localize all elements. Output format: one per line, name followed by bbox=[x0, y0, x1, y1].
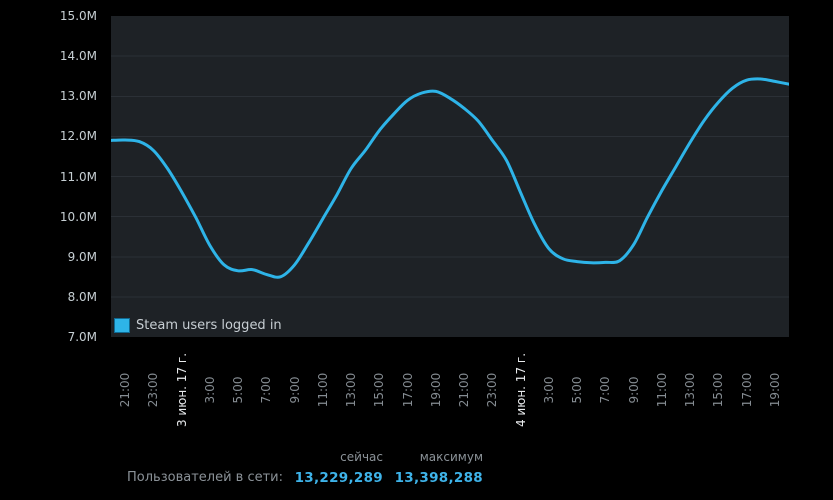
legend-color-swatch bbox=[114, 317, 130, 333]
stats-row-label: Пользователей в сети: bbox=[127, 470, 283, 485]
stats-value-max: 13,398,288 bbox=[394, 470, 483, 486]
x-tick-label: 5:00 bbox=[570, 376, 585, 404]
chart-legend: Steam users logged in bbox=[114, 316, 282, 334]
stats-header-now: сейчас bbox=[340, 450, 383, 464]
y-tick-label: 10.0M bbox=[59, 209, 97, 224]
x-tick-label: 3:00 bbox=[541, 376, 556, 404]
y-tick-label: 12.0M bbox=[59, 129, 97, 144]
legend-label: Steam users logged in bbox=[136, 317, 282, 333]
x-tick-label: 9:00 bbox=[626, 376, 641, 404]
stats-spacer bbox=[0, 451, 283, 464]
x-tick-label: 15:00 bbox=[372, 372, 387, 408]
x-tick-label: 5:00 bbox=[231, 376, 246, 404]
x-tick-label: 3:00 bbox=[202, 376, 217, 404]
chart-canvas bbox=[111, 55, 789, 298]
y-tick-label: 15.0M bbox=[59, 9, 97, 23]
x-tick-label: 11:00 bbox=[654, 372, 669, 408]
x-tick-label: 9:00 bbox=[287, 376, 302, 404]
x-tick-label-date: 3 июн. 17 г. bbox=[174, 352, 189, 428]
y-tick-label: 8.0M bbox=[67, 289, 97, 304]
stats-table: сейчас максимум Пользователей в сети: 13… bbox=[0, 450, 483, 487]
series-line-steam-users bbox=[111, 77, 789, 279]
x-tick-label: 17:00 bbox=[400, 372, 415, 408]
x-tick-label: 13:00 bbox=[683, 372, 698, 408]
y-tick-label: 13.0M bbox=[59, 89, 97, 104]
x-tick-label-date: 4 июн. 17 г. bbox=[513, 352, 528, 428]
x-tick-label: 7:00 bbox=[259, 376, 274, 404]
x-tick-label: 23:00 bbox=[146, 372, 161, 408]
chart-plot-area[interactable] bbox=[111, 16, 789, 337]
stats-value-now: 13,229,289 bbox=[294, 470, 383, 486]
x-tick-label: 23:00 bbox=[485, 372, 500, 408]
x-tick-label: 19:00 bbox=[428, 372, 443, 408]
y-tick-label: 9.0M bbox=[67, 249, 97, 264]
x-tick-label: 21:00 bbox=[118, 372, 133, 408]
x-tick-label: 7:00 bbox=[598, 376, 613, 404]
y-tick-label: 14.0M bbox=[59, 49, 97, 64]
x-tick-label: 13:00 bbox=[344, 372, 359, 408]
y-tick-label: 11.0M bbox=[59, 169, 97, 184]
x-tick-label: 21:00 bbox=[457, 372, 472, 408]
x-tick-label: 17:00 bbox=[739, 372, 754, 408]
x-tick-label: 19:00 bbox=[767, 372, 782, 408]
x-tick-label: 15:00 bbox=[711, 372, 726, 408]
x-tick-label: 11:00 bbox=[315, 372, 330, 408]
stats-header-max: максимум bbox=[419, 450, 483, 464]
y-tick-label: 7.0M bbox=[67, 330, 97, 344]
